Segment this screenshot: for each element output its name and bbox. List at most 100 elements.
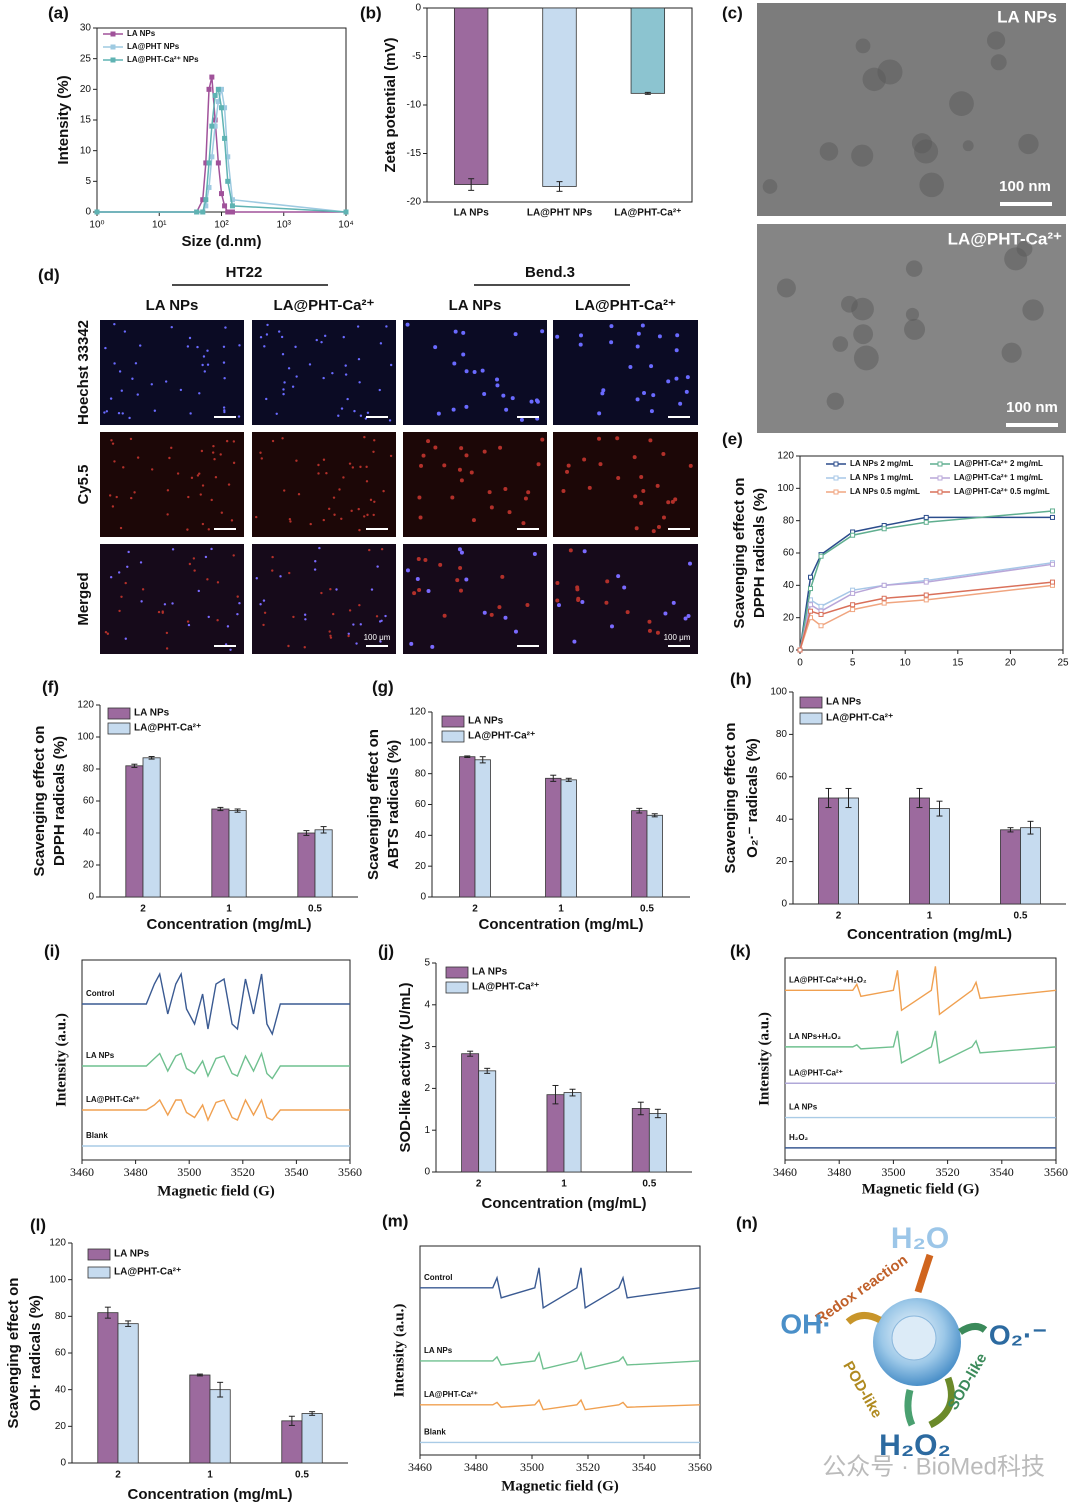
cell-dot [163,603,167,606]
panel-label: (n) [736,1213,758,1232]
x-tick-label: 1 [558,904,564,915]
cell-dot [357,507,360,511]
error-bar [104,1306,111,1319]
y-tick-label: 100 [49,1274,66,1285]
cell-dot [489,612,494,617]
cell-dot [170,446,173,450]
panel-label: (d) [38,265,60,284]
spectrum-line [82,1098,350,1122]
y-tick-label: 100 [770,687,787,698]
cell-dot [628,364,633,369]
cell-dot [214,476,218,479]
cell-dot [500,574,505,579]
tem-particle [986,31,1006,50]
cell-dot [389,363,393,367]
cell-dot [495,377,500,382]
bar [314,829,333,898]
cell-dot [419,463,424,468]
data-point [808,574,814,580]
panel-label: (b) [360,3,382,22]
data-point [229,209,235,215]
y-tick-label: 60 [415,799,427,810]
cell-dot [170,325,173,329]
legend-label: LA NPs [127,29,156,38]
y-axis-label: Scavenging effect on [31,726,48,877]
cell-dot [201,363,204,367]
x-tick-label: 2 [836,911,842,922]
cell-dot [380,619,383,622]
micrograph [553,432,698,537]
spectrum-label: Blank [86,1131,108,1140]
cell-dot [438,562,443,567]
error-bar [217,806,224,812]
cell-dot [433,345,438,350]
cell-dot [373,500,376,503]
cell-dot [226,625,230,628]
legend-label: LA NPs [468,716,504,727]
y-tick-label: 40 [783,580,795,591]
cell-dot [529,399,534,404]
cell-dot [521,521,526,526]
cell-dot [616,574,621,579]
cell-dot [223,410,226,414]
cell-dot [565,469,570,474]
x-tick-label: 3460 [70,1165,94,1179]
panel-label: (g) [372,677,394,696]
cell-dot [674,376,679,381]
column-label: LA NPs [449,297,502,314]
watermark: 公众号 · BioMed科技 [822,1453,1045,1480]
cell-dot [555,581,560,586]
y-tick-label: 40 [55,1384,67,1395]
cell-dot [525,603,530,608]
x-tick-label: 3540 [632,1460,656,1474]
cell-dot [426,588,431,593]
cell-dot [236,595,239,598]
data-point [229,203,235,209]
y-tick-label: 120 [777,451,794,462]
legend-swatch [799,696,823,709]
cell-dot [416,557,421,562]
cell-dot [497,605,502,610]
data-point [212,92,218,98]
legend-marker [833,489,839,495]
y-tick-label: 40 [83,828,95,839]
spectrum-label: LA NPs+H₂O₂ [789,1032,841,1041]
cell-dot [165,631,169,635]
y-tick-label: 60 [83,796,95,807]
cell-dot [504,407,509,412]
tem-label: LA@PHT-Ca²⁺ [948,229,1062,248]
cell-dot [635,397,640,402]
cell-dot [216,581,220,584]
y-tick-label: 0 [781,899,787,910]
cell-dot [210,498,213,502]
cell-dot [124,581,127,585]
spectrum-line [82,971,350,1036]
y-tick-label: -15 [407,148,422,159]
bar [818,797,839,905]
cell-dot [639,474,644,479]
data-line [799,563,1053,651]
cell-dot [385,325,388,328]
cell-dot [480,368,485,373]
legend-label: LA NPs 1 mg/mL [850,473,913,482]
legend-label: LA@PHT-Ca²⁺ NPs [127,55,199,64]
cell-dot [632,455,637,460]
cell-dot [578,333,583,338]
cell-dot [192,557,196,560]
cell-dot [188,336,192,340]
cell-dot [111,505,115,508]
cell-dot [222,361,226,364]
tem-particle [905,260,923,277]
cell-dot [405,322,410,327]
cell-dot [661,451,666,456]
cell-dot [317,472,320,475]
legend-label: LA NPs 2 mg/mL [850,459,913,468]
column-label: LA@PHT-Ca²⁺ [274,297,375,314]
spectrum-line [420,1351,701,1370]
y-axis-label: O₂·⁻ radicals (%) [744,738,761,858]
y-tick-label: 80 [55,1311,67,1322]
error-bar [309,1411,316,1416]
cell-dot [220,511,224,514]
cell-dot [104,630,108,634]
bar [546,1094,565,1173]
